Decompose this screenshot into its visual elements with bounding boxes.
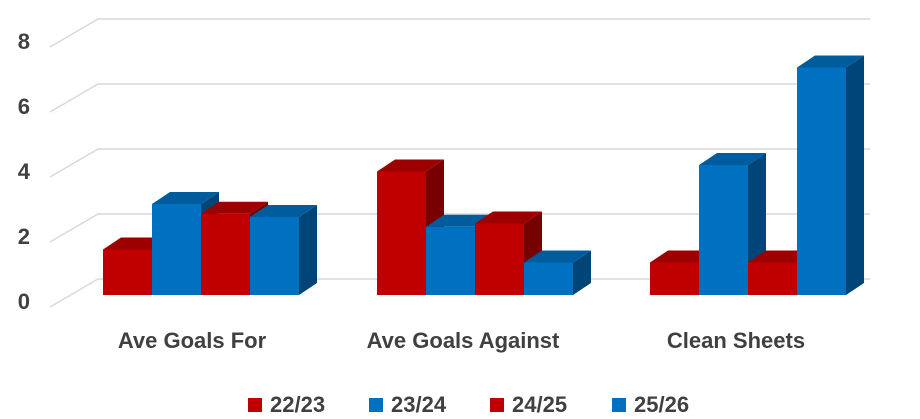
- category-labels: Ave Goals For Ave Goals Against Clean Shee…: [118, 328, 805, 353]
- gridline: [49, 278, 870, 308]
- legend-label: 23/24: [391, 392, 447, 417]
- bar: [797, 55, 864, 295]
- category-label: Clean Sheets: [667, 328, 805, 353]
- gridline: [49, 18, 870, 48]
- bar: [524, 250, 591, 295]
- legend-item: 24/25: [490, 392, 567, 417]
- legend-item: 22/23: [248, 392, 325, 417]
- gridline: [49, 148, 870, 178]
- y-tick-label: 8: [18, 29, 30, 54]
- bars: [103, 55, 864, 295]
- y-tick-label: 6: [18, 94, 30, 119]
- legend-swatch: [490, 398, 504, 412]
- legend-swatch: [612, 398, 626, 412]
- y-tick-label: 2: [18, 224, 30, 249]
- legend-label: 24/25: [512, 392, 567, 417]
- y-tick-label: 4: [18, 159, 31, 184]
- gridlines: [49, 18, 870, 308]
- legend: 22/23 23/24 24/25 25/26: [248, 392, 689, 417]
- category-label: Ave Goals Against: [367, 328, 560, 353]
- legend-item: 25/26: [612, 392, 689, 417]
- legend-swatch: [369, 398, 383, 412]
- y-tick-label: 0: [18, 289, 30, 314]
- bar: [250, 205, 317, 295]
- legend-item: 23/24: [369, 392, 447, 417]
- y-axis-ticks: 0 2 4 6 8: [18, 29, 31, 314]
- gridline: [49, 213, 870, 243]
- legend-label: 22/23: [270, 392, 325, 417]
- legend-label: 25/26: [634, 392, 689, 417]
- category-label: Ave Goals For: [118, 328, 267, 353]
- legend-swatch: [248, 398, 262, 412]
- gridline: [49, 83, 870, 113]
